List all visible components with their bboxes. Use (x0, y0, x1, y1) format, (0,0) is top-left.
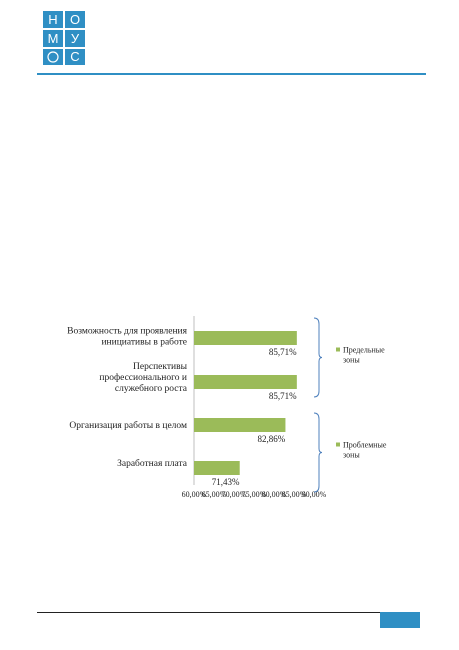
legend-label: Проблемные (343, 441, 387, 450)
category-label: инициативы в работе (101, 337, 187, 348)
page-number-box (380, 612, 420, 628)
nomus-logo: Н О М У С (43, 11, 85, 65)
logo-letter: Н (48, 12, 57, 27)
footer-divider (37, 612, 380, 613)
logo-letter: У (71, 31, 80, 46)
legend-label: зоны (343, 451, 360, 460)
category-label: Перспективы (133, 362, 188, 372)
category-label: Организация работы в целом (69, 420, 187, 431)
category-label: Заработная плата (117, 458, 188, 469)
bar (194, 461, 240, 475)
legend-swatch (336, 442, 340, 447)
data-label: 85,71% (269, 391, 297, 401)
group-bracket (313, 317, 323, 398)
x-tick-label: 85,00% (282, 490, 307, 499)
x-tick-label: 65,00% (202, 490, 227, 499)
category-label: профессионального и (99, 372, 187, 383)
logo-letter: С (70, 49, 79, 64)
x-tick-label: 75,00% (242, 490, 267, 499)
bar (194, 375, 297, 389)
x-tick-label: 80,00% (262, 490, 287, 499)
x-tick-label: 90,00% (302, 490, 327, 499)
logo-letter: О (70, 12, 80, 27)
bar (194, 418, 286, 432)
category-label: служебного роста (115, 383, 188, 394)
logo-letter: М (48, 31, 59, 46)
legend-swatch (336, 347, 340, 352)
data-label: 71,43% (212, 477, 240, 487)
header-divider (37, 73, 426, 75)
x-tick-label: 70,00% (222, 490, 247, 499)
legend-label: Предельные (343, 346, 385, 355)
x-tick-label: 60,00% (182, 490, 207, 499)
data-label: 85,71% (269, 347, 297, 357)
data-label: 82,86% (257, 434, 285, 444)
logo-emblem-icon (47, 51, 59, 63)
category-label: Возможность для проявления (67, 327, 188, 337)
bar (194, 331, 297, 345)
legend-label: зоны (343, 356, 360, 365)
group-bracket (313, 412, 323, 493)
